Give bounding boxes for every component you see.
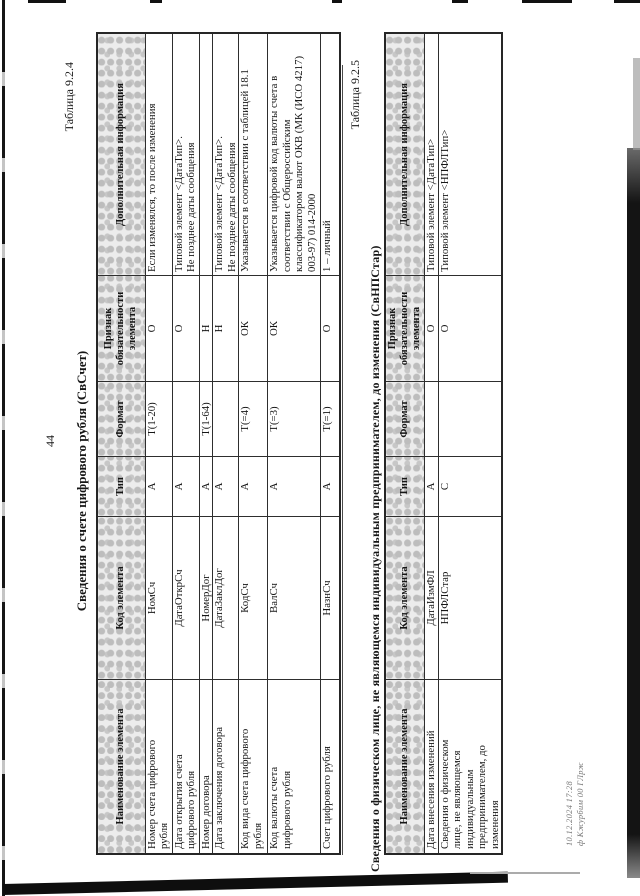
- table-row: Счет цифрового рубля НазнСч А Т(=1) О 1 – лич…: [320, 33, 340, 854]
- column-header: Код элемента: [97, 516, 145, 680]
- column-header: Наименование элемента: [97, 679, 145, 854]
- scan-edge-top-dash: [452, 0, 468, 3]
- table-2-caption: Таблица 9.2.5: [348, 60, 362, 130]
- table-1-title: Сведения о счете цифрового рубля (СвСчет…: [74, 350, 89, 612]
- cell: ОК: [238, 275, 268, 382]
- cell: ВалСч: [267, 516, 321, 680]
- cell: А: [199, 456, 213, 517]
- cell: О: [424, 275, 438, 382]
- cell: Сведения о физическом лице, не являющемс…: [438, 679, 502, 854]
- cell: НомСч: [145, 516, 172, 680]
- cell: А: [212, 456, 239, 517]
- scan-timestamp-line2: ф Кжурбим 00 ГЛрж: [575, 762, 585, 846]
- scan-timestamp: 10.12.2024 17:28 ф Кжурбим 00 ГЛрж: [564, 762, 586, 846]
- cell: [199, 33, 213, 276]
- header-row: Наименование элемента Код элемента Тип Форм…: [385, 33, 425, 854]
- scan-edge-top-dash: [614, 0, 640, 3]
- cell: Типовой элемент <ДатаТип>. Не позднее да…: [212, 33, 239, 276]
- scan-edge-left: [2, 0, 5, 896]
- table-row: Номер договора НомерДог А Т(1-64) Н: [199, 33, 213, 854]
- header-row: Наименование элемента Код элемента Тип Форм…: [97, 33, 145, 854]
- scan-edge-top-dash: [332, 0, 342, 3]
- cell: А: [424, 456, 438, 517]
- cell: НПФЛСтар: [438, 516, 502, 680]
- cell: О: [172, 275, 199, 382]
- cell: А: [172, 456, 199, 517]
- cell: Номер счета цифрового рубля: [145, 679, 172, 854]
- cell: Т(=1): [320, 381, 340, 457]
- column-header: Код элемента: [385, 516, 425, 680]
- page-number: 44: [43, 435, 57, 447]
- table-row: Дата открытия счета цифрового рубля ДатаО…: [172, 33, 199, 854]
- scan-edge-top-dash: [28, 0, 66, 3]
- cell: А: [145, 456, 172, 517]
- cell: ДатаОткрСч: [172, 516, 199, 680]
- column-header: Признак обязательности элемента: [385, 275, 425, 382]
- column-header: Тип: [385, 456, 425, 517]
- scan-edge-right: [627, 148, 640, 878]
- cell: Т(1-64): [199, 381, 213, 457]
- cell: О: [145, 275, 172, 382]
- cell: Если изменялся, то после изменения: [145, 33, 172, 276]
- cell: Типовой элемент <НПФЛТип>: [438, 33, 502, 276]
- cell: Т(=3): [267, 381, 321, 457]
- scan-timestamp-line1: 10.12.2024 17:28: [564, 780, 574, 846]
- table-border-artifact: [342, 65, 343, 855]
- column-header: Дополнительная информация: [385, 33, 425, 276]
- cell: [172, 381, 199, 457]
- column-header: Признак обязательности элемента: [97, 275, 145, 382]
- cell: [424, 381, 438, 457]
- cell: А: [238, 456, 268, 517]
- cell: О: [320, 275, 340, 382]
- column-header: Формат: [97, 381, 145, 457]
- cell: Типовой элемент <ДатаТип>: [424, 33, 438, 276]
- column-header: Наименование элемента: [385, 679, 425, 854]
- column-header: Тип: [97, 456, 145, 517]
- cell: Указывается в соответствии с таблицей 18…: [238, 33, 268, 276]
- scan-edge-top-dash: [150, 0, 162, 3]
- cell: ДатаИзмФЛ: [424, 516, 438, 680]
- cell: А: [267, 456, 321, 517]
- scan-edge-bottom-gray: [470, 872, 580, 874]
- cell: Н: [199, 275, 213, 382]
- table-2-title: Сведения о физическом лице, не являющемс…: [368, 245, 382, 872]
- cell: ДатаЗаклДог: [212, 516, 239, 680]
- cell: О: [438, 275, 502, 382]
- table-svschet: Наименование элемента Код элемента Тип Форм…: [96, 32, 341, 855]
- cell: Типовой элемент <ДатаТип>. Не позднее да…: [172, 33, 199, 276]
- cell: НазнСч: [320, 516, 340, 680]
- cell: Т(=4): [238, 381, 268, 457]
- table-row: Сведения о физическом лице, не являющемс…: [438, 33, 502, 854]
- scan-edge-right-gray: [633, 58, 640, 150]
- cell: НомерДог: [199, 516, 213, 680]
- cell: Код вида счета цифрового рубля: [238, 679, 268, 854]
- cell: Дата заключения договора: [212, 679, 239, 854]
- cell: Счет цифрового рубля: [320, 679, 340, 854]
- cell: Дата открытия счета цифрового рубля: [172, 679, 199, 854]
- cell: Н: [212, 275, 239, 382]
- table-row: Дата заключения договора ДатаЗаклДог А Н Тип…: [212, 33, 239, 854]
- table-svnpstar: Наименование элемента Код элемента Тип Форм…: [384, 32, 503, 855]
- cell: Указывается цифровой код валюты счета в …: [267, 33, 321, 276]
- cell: [212, 381, 239, 457]
- table-row: Дата внесения изменений ДатаИзмФЛ А О Типово…: [424, 33, 438, 854]
- cell: 1 – личный: [320, 33, 340, 276]
- scan-edge-top-dash: [522, 0, 572, 3]
- cell: А: [320, 456, 340, 517]
- cell: ОК: [267, 275, 321, 382]
- cell: Код валюты счета цифрового рубля: [267, 679, 321, 854]
- table-row: Код валюты счета цифрового рубля ВалСч А Т(…: [267, 33, 321, 854]
- cell: С: [438, 456, 502, 517]
- table-row: Код вида счета цифрового рубля КодСч А Т(=4…: [238, 33, 268, 854]
- cell: Т(1-20): [145, 381, 172, 457]
- cell: [438, 381, 502, 457]
- cell: Номер договора: [199, 679, 213, 854]
- cell: Дата внесения изменений: [424, 679, 438, 854]
- column-header: Дополнительная информация: [97, 33, 145, 276]
- cell: КодСч: [238, 516, 268, 680]
- table-row: Номер счета цифрового рубля НомСч А Т(1-20)…: [145, 33, 172, 854]
- column-header: Формат: [385, 381, 425, 457]
